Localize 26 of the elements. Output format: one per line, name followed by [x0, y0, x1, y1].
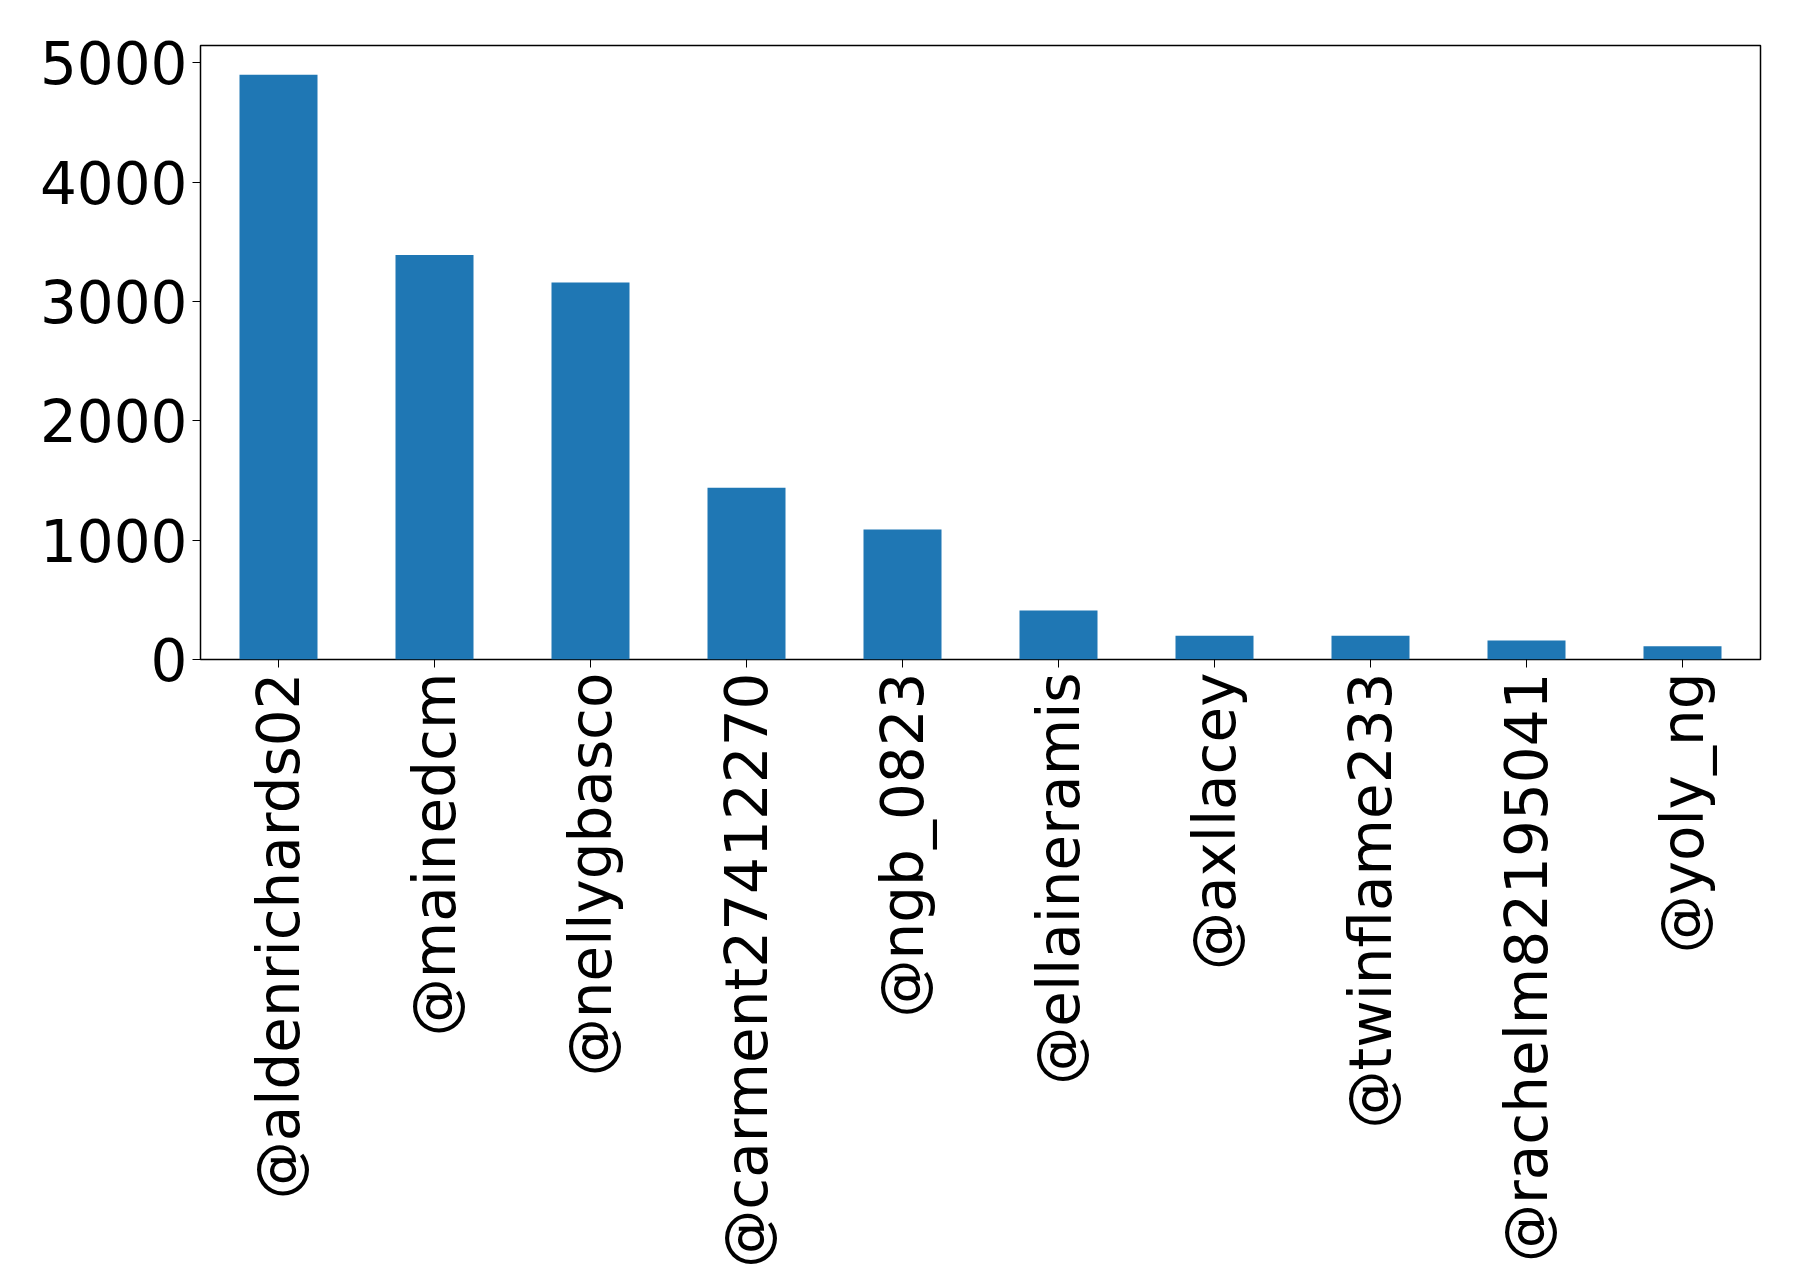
x-tick-label: @mainedcm: [400, 672, 469, 1037]
y-tick-label: 3000: [39, 268, 188, 337]
x-tick-label: @nellygbasco: [556, 672, 625, 1077]
y-tick-label: 4000: [39, 149, 188, 218]
y-tick-label: 1000: [39, 507, 188, 576]
x-tick-label: @ellaineramis: [1024, 672, 1093, 1085]
bar: [1643, 646, 1722, 660]
x-tick-label: @yoly_ng: [1648, 672, 1717, 954]
bar: [239, 74, 318, 660]
bar: [1175, 635, 1254, 660]
x-tick-label: @ngb_0823: [868, 672, 937, 1018]
x-tick-label: @aldenrichards02: [244, 672, 313, 1200]
bar: [1487, 640, 1566, 660]
x-tick-label: @rachelm82195041: [1492, 672, 1561, 1263]
y-tick-label: 2000: [39, 388, 188, 457]
x-tick-label: @axllacey: [1180, 672, 1249, 971]
y-tick-label: 5000: [39, 30, 188, 99]
bar: [863, 529, 942, 660]
bar: [1331, 635, 1410, 660]
bar: [395, 254, 474, 660]
y-tick-label: 0: [150, 627, 188, 695]
x-tick-label: @carment27412270: [712, 672, 781, 1268]
bar: [551, 282, 630, 660]
x-tick-label: @twinflame233: [1336, 672, 1405, 1129]
bar: [707, 487, 786, 660]
bar: [1019, 610, 1098, 660]
